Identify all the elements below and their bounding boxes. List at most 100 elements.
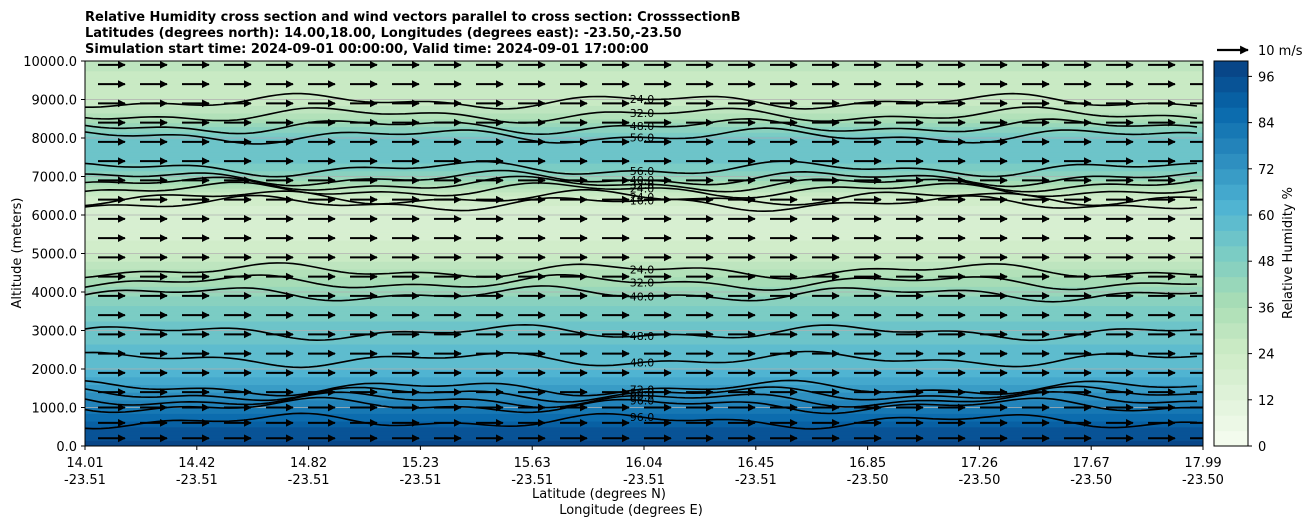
rh-band: [85, 76, 1203, 79]
rh-band: [85, 345, 1203, 349]
rh-band: [85, 428, 1203, 432]
colorbar-segment: [1214, 338, 1248, 355]
x-axis: 14.01 -23.51 14.42 -23.51 14.82 -23.51 15.23 -2…: [64, 446, 1224, 488]
rh-band: [85, 134, 1203, 137]
rh-band: [85, 191, 1203, 195]
colorbar-tick-label: 12: [1258, 394, 1275, 409]
y-tick-label: 2000.0: [32, 363, 78, 378]
colorbar-segment: [1214, 430, 1248, 447]
rh-band: [85, 215, 1203, 218]
y-tick-label: 8000.0: [32, 132, 78, 147]
rh-band: [85, 234, 1203, 237]
rh-band: [85, 276, 1203, 280]
rh-band: [85, 372, 1203, 376]
rh-band: [85, 222, 1203, 226]
x-tick-label-lat: 14.01: [66, 456, 103, 471]
rh-band: [85, 395, 1203, 399]
x-axis-label-longitude: Longitude (degrees E): [559, 503, 703, 518]
rh-band: [85, 369, 1203, 372]
rh-band: [85, 315, 1203, 318]
contour-label: 88.0: [630, 390, 655, 403]
rh-band: [85, 230, 1203, 233]
rh-band: [85, 86, 1203, 89]
x-tick-label-lon: -23.50: [1070, 473, 1112, 488]
contour-line: [85, 379, 1198, 397]
colorbar-segment: [1214, 369, 1248, 385]
contour-line: [85, 350, 1198, 369]
rh-band: [85, 284, 1203, 287]
colorbar-segment: [1214, 353, 1248, 370]
colorbar-tick-label: 84: [1258, 117, 1275, 132]
chart-title-line-3: Simulation start time: 2024-09-01 00:00:…: [85, 42, 649, 57]
colorbar-segment: [1214, 153, 1248, 170]
contour-line: [85, 127, 1198, 145]
contour-line: [85, 285, 1198, 303]
rh-band: [85, 243, 1203, 247]
x-tick-label-lat: 14.42: [178, 456, 215, 471]
x-tick-label-lon: -23.51: [64, 473, 106, 488]
contour-label: 48.0: [630, 120, 655, 133]
contour-label: 96.0: [630, 395, 655, 408]
colorbar-segment: [1214, 138, 1248, 154]
colorbar-tick-label: 60: [1258, 209, 1275, 224]
colorbar-segment: [1214, 292, 1248, 308]
rh-band: [85, 207, 1203, 210]
rh-band: [85, 105, 1203, 108]
y-tick-label: 10000.0: [23, 55, 77, 70]
rh-band: [85, 320, 1203, 324]
rh-band: [85, 186, 1203, 189]
contour-label: 24.0: [630, 263, 655, 276]
rh-band: [85, 111, 1203, 114]
rh-band: [85, 365, 1203, 368]
rh-band: [85, 114, 1203, 118]
rh-band: [85, 407, 1203, 411]
rh-band: [85, 153, 1203, 156]
rh-band: [85, 265, 1203, 268]
contour-label: 16.0: [630, 195, 655, 208]
contour-line: [85, 92, 1198, 110]
rh-band: [85, 247, 1203, 251]
rh-band: [85, 84, 1203, 87]
rh-band: [85, 143, 1203, 147]
colorbar-tick-label: 96: [1258, 70, 1275, 85]
colorbar-segment: [1214, 91, 1248, 108]
rh-band: [85, 343, 1203, 347]
x-tick-label-lat: 16.45: [737, 456, 774, 471]
rh-band: [85, 232, 1203, 235]
rh-band: [85, 317, 1203, 320]
rh-band: [85, 87, 1203, 91]
rh-band: [85, 442, 1203, 445]
rh-band: [85, 288, 1203, 291]
colorbar-segment: [1214, 322, 1248, 339]
rh-band: [85, 336, 1203, 339]
colorbar-tick-label: 72: [1258, 163, 1275, 178]
x-tick-label-lon: -23.51: [735, 473, 777, 488]
y-tick-label: 1000.0: [32, 402, 78, 417]
rh-band: [85, 209, 1203, 212]
contour-label: 96.0: [630, 411, 655, 424]
y-tick-label: 5000.0: [32, 248, 78, 263]
rh-band: [85, 397, 1203, 401]
rh-band: [85, 349, 1203, 353]
colorbar-segment: [1214, 384, 1248, 401]
rh-band: [85, 355, 1203, 359]
rh-band: [85, 122, 1203, 126]
rh-band: [85, 257, 1203, 260]
rh-band: [85, 419, 1203, 422]
rh-band: [85, 266, 1203, 270]
x-tick-label-lat: 15.23: [402, 456, 439, 471]
contour-label: 48.0: [630, 356, 655, 369]
rh-band: [85, 132, 1203, 135]
rh-band: [85, 376, 1203, 380]
rh-band: [85, 324, 1203, 328]
wind-vectors: [98, 61, 1203, 443]
chart-title-line-2: Latitudes (degrees north): 14.00,18.00, …: [85, 26, 682, 41]
rh-band: [85, 205, 1203, 208]
rh-band: [85, 353, 1203, 357]
contour-label: 80.0: [630, 386, 655, 399]
x-tick-label-lat: 16.04: [625, 456, 662, 471]
y-axis-label: Altitude (meters): [10, 198, 25, 309]
rh-band: [85, 93, 1203, 97]
rh-band: [85, 342, 1203, 345]
rh-band: [85, 318, 1203, 322]
